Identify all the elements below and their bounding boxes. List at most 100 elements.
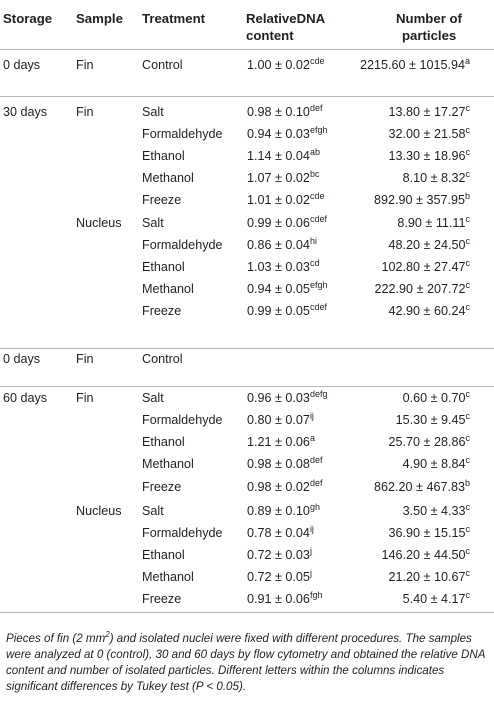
dna-significance-letters: ij: [309, 523, 314, 534]
dna-value: 1.21 ± 0.06: [247, 435, 310, 449]
particles-value: 25.70 ± 28.86: [388, 435, 466, 449]
header-particles-line2: particles: [402, 28, 457, 43]
header-relative-dna-line2: content: [246, 28, 294, 43]
particles-value: 2215.60 ± 1015.94: [360, 58, 465, 72]
dna-value: 0.89 ± 0.10: [247, 504, 310, 518]
cell-particles: 3.50 ± 4.33c: [402, 501, 471, 519]
header-relative-dna-line1: RelativeDNA: [246, 11, 326, 26]
cell-particles: 8.90 ± 11.11c: [397, 214, 470, 231]
cell-sample: Nucleus: [76, 216, 122, 230]
dna-significance-letters: ij: [309, 410, 314, 421]
cell-storage: 0 days: [3, 352, 41, 366]
particles-value: 102.80 ± 27.47: [381, 260, 466, 274]
particles-significance-letter: c: [465, 567, 471, 578]
cell-relative-dna: 1.03 ± 0.03cd: [247, 258, 319, 275]
particles-significance-letter: c: [465, 454, 471, 465]
cell-treatment: Formaldehyde: [142, 238, 223, 252]
particles-significance-letter: b: [464, 190, 470, 201]
group-rule-3: [0, 386, 494, 387]
cell-sample: Fin: [76, 352, 94, 366]
cell-particles: 4.90 ± 8.84c: [403, 454, 471, 472]
particles-significance-letter: c: [465, 523, 471, 534]
cell-relative-dna: 1.07 ± 0.02bc: [247, 168, 320, 186]
dna-significance-letters: gh: [309, 501, 320, 512]
cell-treatment: Salt: [142, 391, 164, 405]
dna-value: 0.94 ± 0.05: [247, 282, 310, 296]
table-bottom-rule: [0, 612, 494, 613]
cell-sample: Nucleus: [76, 504, 122, 518]
cell-relative-dna: 0.99 ± 0.05cdef: [247, 301, 327, 319]
cell-particles: 862.20 ± 467.83b: [374, 477, 470, 495]
dna-significance-letters: efgh: [309, 124, 328, 135]
dna-value: 0.96 ± 0.03: [247, 391, 310, 405]
dna-significance-letters: hi: [309, 235, 317, 246]
dna-value: 0.99 ± 0.05: [247, 304, 310, 318]
dna-significance-letters: cde: [309, 55, 325, 66]
cell-relative-dna: 0.98 ± 0.08def: [247, 454, 323, 472]
cell-relative-dna: 1.00 ± 0.02cde: [247, 55, 325, 73]
cell-treatment: Ethanol: [142, 548, 185, 562]
dna-significance-letters: bc: [309, 168, 320, 179]
particles-value: 32.00 ± 21.58: [388, 127, 466, 141]
cell-relative-dna: 0.98 ± 0.02def: [247, 477, 323, 495]
cell-treatment: Freeze: [142, 480, 182, 494]
particles-significance-letter: c: [465, 388, 471, 399]
table-caption: Pieces of fin (2 mm2) and isolated nucle…: [6, 631, 490, 695]
cell-particles: 42.90 ± 60.24c: [389, 302, 470, 319]
cell-treatment: Control: [142, 352, 183, 366]
particles-significance-letter: b: [464, 477, 470, 488]
particles-value: 892.90 ± 357.95: [374, 193, 465, 207]
particles-value: 3.50 ± 4.33: [402, 504, 466, 518]
dna-significance-letters: def: [309, 454, 323, 465]
dna-value: 0.98 ± 0.02: [247, 480, 310, 494]
cell-treatment: Freeze: [142, 193, 182, 207]
group-rule-2: [0, 348, 494, 349]
particles-value: 13.30 ± 18.96: [388, 149, 466, 163]
cell-relative-dna: 0.94 ± 0.03efgh: [247, 124, 328, 142]
cell-relative-dna: 0.72 ± 0.05j: [247, 568, 312, 585]
cell-treatment: Freeze: [142, 592, 182, 606]
caption-part1: Pieces of fin (2 mm: [6, 632, 106, 645]
dna-value: 0.94 ± 0.03: [247, 127, 310, 141]
cell-particles: 36.90 ± 15.15c: [389, 523, 471, 541]
particles-significance-letter: c: [465, 146, 471, 157]
dna-significance-letters: defg: [309, 388, 328, 399]
dna-value: 0.86 ± 0.04: [247, 238, 310, 252]
particles-value: 48.20 ± 24.50: [388, 238, 466, 252]
cell-treatment: Salt: [142, 105, 164, 119]
dna-significance-letters: cdef: [309, 301, 327, 312]
particles-value: 8.90 ± 11.11: [397, 216, 466, 230]
particles-significance-letter: a: [464, 55, 470, 66]
cell-particles: 13.30 ± 18.96c: [388, 146, 471, 164]
dna-significance-letters: fgh: [309, 589, 323, 600]
dna-significance-letters: cdef: [309, 213, 327, 224]
particles-significance-letter: c: [465, 235, 471, 246]
cell-relative-dna: 0.86 ± 0.04hi: [247, 235, 317, 253]
dna-significance-letters: a: [309, 432, 315, 443]
dna-value: 1.03 ± 0.03: [247, 260, 310, 274]
cell-particles: 102.80 ± 27.47c: [381, 258, 470, 275]
cell-particles: 32.00 ± 21.58c: [388, 124, 471, 142]
particles-value: 862.20 ± 467.83: [374, 480, 465, 494]
cell-sample: Fin: [76, 58, 94, 72]
cell-treatment: Freeze: [142, 304, 182, 318]
dna-value: 0.91 ± 0.06: [247, 592, 310, 606]
cell-particles: 21.20 ± 10.67c: [389, 567, 471, 585]
cell-treatment: Ethanol: [142, 149, 185, 163]
dna-value: 1.14 ± 0.04: [247, 149, 310, 163]
cell-storage: 60 days: [3, 391, 48, 405]
cell-storage: 30 days: [3, 105, 48, 119]
cell-sample: Fin: [76, 105, 94, 119]
particles-significance-letter: c: [465, 501, 471, 512]
dna-significance-letters: def: [309, 102, 323, 113]
particles-significance-letter: c: [465, 124, 471, 135]
cell-particles: 0.60 ± 0.70c: [403, 388, 471, 406]
dna-value: 1.01 ± 0.02: [247, 193, 310, 207]
dna-value: 0.99 ± 0.06: [247, 216, 310, 230]
particles-significance-letter: c: [465, 545, 471, 556]
cell-relative-dna: 0.96 ± 0.03defg: [247, 388, 328, 406]
cell-treatment: Salt: [142, 504, 164, 518]
dna-value: 0.72 ± 0.03: [247, 548, 310, 562]
dna-value: 0.98 ± 0.10: [247, 105, 310, 119]
dna-significance-letters: def: [309, 477, 323, 488]
